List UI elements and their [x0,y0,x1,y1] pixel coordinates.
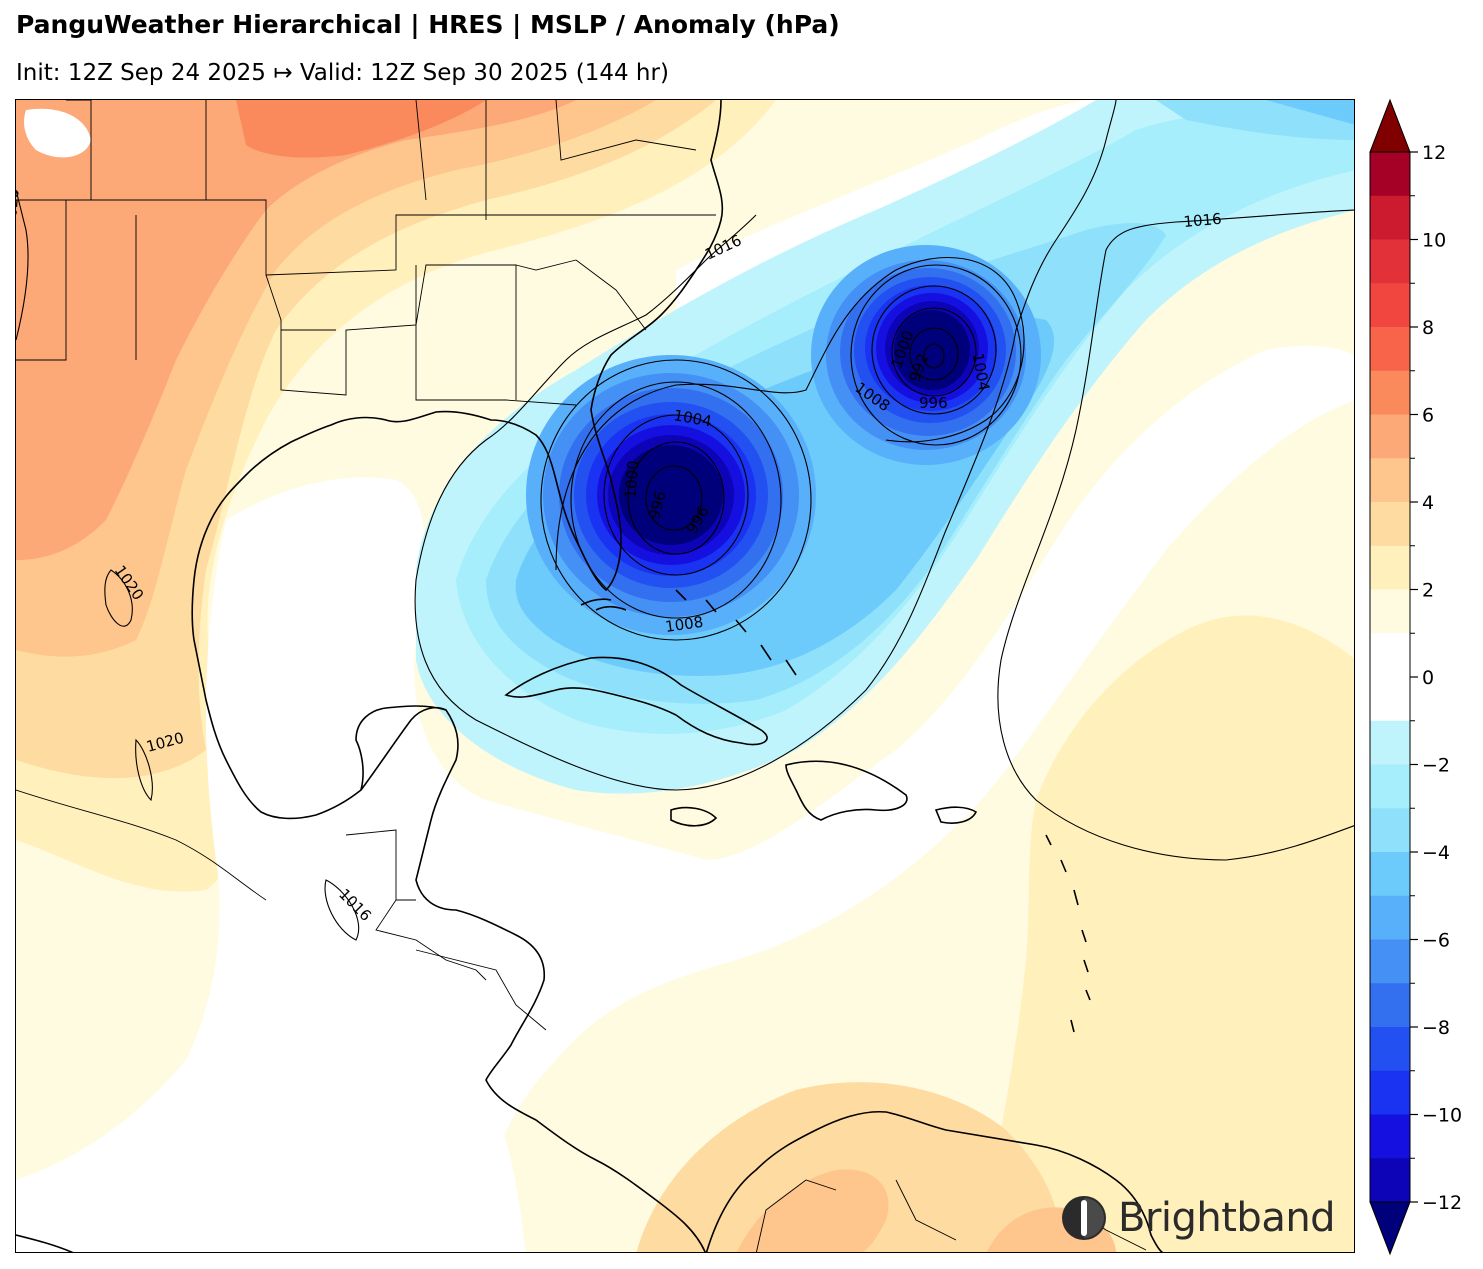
colorbar-tick-label: 6 [1422,405,1434,427]
colorbar-tick-label: −10 [1422,1105,1462,1127]
colorbar-extend-min [1369,1201,1411,1256]
isobar-label: 1008 [664,613,704,636]
colorbar-tick-label: 10 [1422,230,1446,252]
colorbar-swatch [1370,895,1410,940]
map-panel: 1016 1016 1020 1020 1020 1004 1000 996 9… [15,99,1355,1253]
colorbar-tick-label: 4 [1422,492,1434,514]
colorbar-tick-label: 2 [1422,580,1434,602]
chart-title: PanguWeather Hierarchical | HRES | MSLP … [16,10,840,39]
anomaly-core-atlantic [894,310,970,390]
colorbar-swatch [1370,370,1410,415]
anomaly-fill-4-southamerica [737,1169,889,1252]
colorbar-swatch [1370,327,1410,372]
colorbar-swatch [1370,1114,1410,1159]
anomaly-fill-5 [16,100,576,560]
colorbar-tick-label: −12 [1422,1192,1462,1214]
colorbar-extend-max [1369,98,1411,153]
colorbar-swatch [1370,852,1410,897]
colorbar-swatch [1370,633,1410,678]
colorbar-tick-label: −2 [1422,755,1450,777]
colorbar-swatch [1370,939,1410,984]
colorbar-tick-label: 8 [1422,317,1434,339]
isobars [16,100,1354,941]
colorbar-swatches [1369,98,1411,1256]
colorbar-swatch [1370,764,1410,809]
colorbar-swatch [1370,283,1410,328]
brightband-logo-text: Brightband [1118,1195,1336,1241]
colorbar-swatch [1370,195,1410,240]
colorbar-swatch [1370,589,1410,634]
colorbar-tick-label: −6 [1422,930,1450,952]
brightband-logo-icon [1062,1196,1106,1240]
anomaly-fill-2-atlantic [976,615,1354,1252]
colorbar-tick-label: −4 [1422,842,1450,864]
isobar-label: 1020 [16,188,23,228]
isobar-label: 996 [919,394,948,412]
colorbar-tick-label: 0 [1422,667,1434,689]
chart-subtitle: Init: 12Z Sep 24 2025 ↦ Valid: 12Z Sep 3… [16,60,669,86]
colorbar-swatch [1370,808,1410,853]
colorbar-tick-label: −8 [1422,1017,1450,1039]
anomaly-core-florida [619,445,723,545]
colorbar-swatch [1370,983,1410,1028]
isobar-label: 1000 [621,460,642,500]
anomaly-fill-3-southamerica [636,1082,1060,1252]
colorbar-swatch [1370,458,1410,503]
anomaly-fill-6 [236,100,486,158]
anomaly-fill-zero-nw [24,108,91,158]
colorbar-swatch [1370,239,1410,284]
colorbar-swatch [1370,677,1410,722]
colorbar-swatch [1370,414,1410,459]
coastlines [16,100,1164,1252]
isobar-label: 1016 [1183,210,1223,231]
colorbar-swatch [1370,720,1410,765]
anomaly-fill-zero-pacific [16,972,526,1252]
political-borders [16,100,1147,1252]
mslp-anomaly-map: 1016 1016 1020 1020 1020 1004 1000 996 9… [16,100,1354,1252]
colorbar-swatch [1370,152,1410,197]
colorbar-ticks: 12 10 8 6 4 2 0 −2 −4 −6 −8 −10 −12 [1410,142,1462,1214]
colorbar-swatch [1370,1158,1410,1203]
colorbar-swatch [1370,1027,1410,1072]
colorbar: 12 10 8 6 4 2 0 −2 −4 −6 −8 −10 −12 [1369,98,1462,1256]
brightband-logo: Brightband [1060,1192,1336,1244]
colorbar-swatch [1370,1070,1410,1115]
colorbar-swatch [1370,502,1410,547]
colorbar-tick-label: 12 [1422,142,1446,164]
colorbar-swatch [1370,545,1410,590]
